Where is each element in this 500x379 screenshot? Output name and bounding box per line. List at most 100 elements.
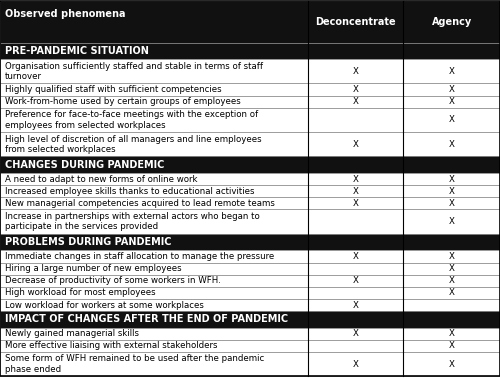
Bar: [404, 328, 500, 340]
Bar: [404, 96, 500, 108]
Bar: [404, 287, 500, 299]
Bar: [0, 275, 308, 287]
Text: Organisation sufficiently staffed and stable in terms of staff
turnover: Organisation sufficiently staffed and st…: [5, 62, 263, 81]
Text: Work-from-home used by certain groups of employees: Work-from-home used by certain groups of…: [5, 97, 241, 106]
Text: New managerial competencies acquired to lead remote teams: New managerial competencies acquired to …: [5, 199, 275, 208]
Bar: [308, 340, 404, 352]
Bar: [0, 132, 308, 157]
Bar: [308, 42, 404, 59]
Text: X: X: [449, 85, 454, 94]
Bar: [404, 185, 500, 197]
Bar: [0, 1, 308, 42]
Bar: [0, 328, 308, 340]
Text: X: X: [352, 85, 358, 94]
Bar: [404, 132, 500, 157]
Bar: [308, 287, 404, 299]
Bar: [308, 59, 404, 83]
Text: X: X: [449, 140, 454, 149]
Text: X: X: [352, 329, 358, 338]
Bar: [0, 96, 308, 108]
Text: X: X: [352, 67, 358, 76]
Text: A need to adapt to new forms of online work: A need to adapt to new forms of online w…: [5, 175, 198, 183]
Bar: [0, 287, 308, 299]
Text: X: X: [449, 264, 454, 273]
Text: High workload for most employees: High workload for most employees: [5, 288, 156, 298]
Bar: [404, 42, 500, 59]
Bar: [308, 157, 404, 173]
Text: X: X: [352, 175, 358, 183]
Text: X: X: [449, 116, 454, 124]
Bar: [404, 197, 500, 210]
Text: X: X: [352, 97, 358, 106]
Bar: [308, 234, 404, 251]
Bar: [404, 1, 500, 42]
Bar: [404, 108, 500, 132]
Text: X: X: [449, 217, 454, 226]
Bar: [308, 185, 404, 197]
Bar: [308, 275, 404, 287]
Bar: [0, 340, 308, 352]
Text: X: X: [449, 67, 454, 76]
Bar: [404, 173, 500, 185]
Bar: [0, 251, 308, 263]
Bar: [0, 352, 308, 376]
Bar: [308, 96, 404, 108]
Bar: [308, 311, 404, 328]
Bar: [404, 299, 500, 311]
Bar: [308, 173, 404, 185]
Bar: [404, 275, 500, 287]
Bar: [404, 83, 500, 96]
Text: X: X: [352, 360, 358, 369]
Text: Agency: Agency: [432, 17, 472, 27]
Text: Observed phenomena: Observed phenomena: [5, 9, 126, 19]
Text: Newly gained managerial skills: Newly gained managerial skills: [5, 329, 139, 338]
Text: X: X: [449, 97, 454, 106]
Bar: [308, 210, 404, 234]
Text: X: X: [352, 140, 358, 149]
Bar: [404, 210, 500, 234]
Bar: [404, 234, 500, 251]
Text: Preference for face-to-face meetings with the exception of
employees from select: Preference for face-to-face meetings wit…: [5, 110, 258, 130]
Bar: [308, 263, 404, 275]
Bar: [404, 340, 500, 352]
Text: X: X: [449, 276, 454, 285]
Text: Immediate changes in staff allocation to manage the pressure: Immediate changes in staff allocation to…: [5, 252, 274, 261]
Text: Deconcentrate: Deconcentrate: [315, 17, 396, 27]
Text: X: X: [449, 288, 454, 298]
Bar: [308, 251, 404, 263]
Bar: [308, 328, 404, 340]
Text: X: X: [449, 329, 454, 338]
Bar: [308, 132, 404, 157]
Text: Increased employee skills thanks to educational activities: Increased employee skills thanks to educ…: [5, 187, 254, 196]
Text: X: X: [352, 301, 358, 310]
Bar: [404, 263, 500, 275]
Bar: [0, 234, 308, 251]
Bar: [0, 173, 308, 185]
Text: Highly qualified staff with sufficient competencies: Highly qualified staff with sufficient c…: [5, 85, 222, 94]
Text: X: X: [449, 175, 454, 183]
Bar: [0, 157, 308, 173]
Text: X: X: [352, 276, 358, 285]
Bar: [308, 108, 404, 132]
Text: X: X: [352, 252, 358, 261]
Bar: [404, 251, 500, 263]
Text: More effective liaising with external stakeholders: More effective liaising with external st…: [5, 341, 218, 351]
Text: X: X: [449, 341, 454, 351]
Text: PRE-PANDEMIC SITUATION: PRE-PANDEMIC SITUATION: [5, 46, 149, 56]
Bar: [308, 83, 404, 96]
Text: Some form of WFH remained to be used after the pandemic
phase ended: Some form of WFH remained to be used aft…: [5, 354, 264, 374]
Bar: [0, 311, 308, 328]
Bar: [0, 210, 308, 234]
Bar: [0, 185, 308, 197]
Text: X: X: [449, 360, 454, 369]
Text: High level of discretion of all managers and line employees
from selected workpl: High level of discretion of all managers…: [5, 135, 262, 154]
Bar: [404, 352, 500, 376]
Text: PROBLEMS DURING PANDEMIC: PROBLEMS DURING PANDEMIC: [5, 237, 172, 247]
Bar: [0, 197, 308, 210]
Bar: [0, 83, 308, 96]
Text: Hiring a large number of new employees: Hiring a large number of new employees: [5, 264, 182, 273]
Text: X: X: [352, 199, 358, 208]
Text: Low workload for workers at some workplaces: Low workload for workers at some workpla…: [5, 301, 204, 310]
Bar: [0, 263, 308, 275]
Text: X: X: [449, 199, 454, 208]
